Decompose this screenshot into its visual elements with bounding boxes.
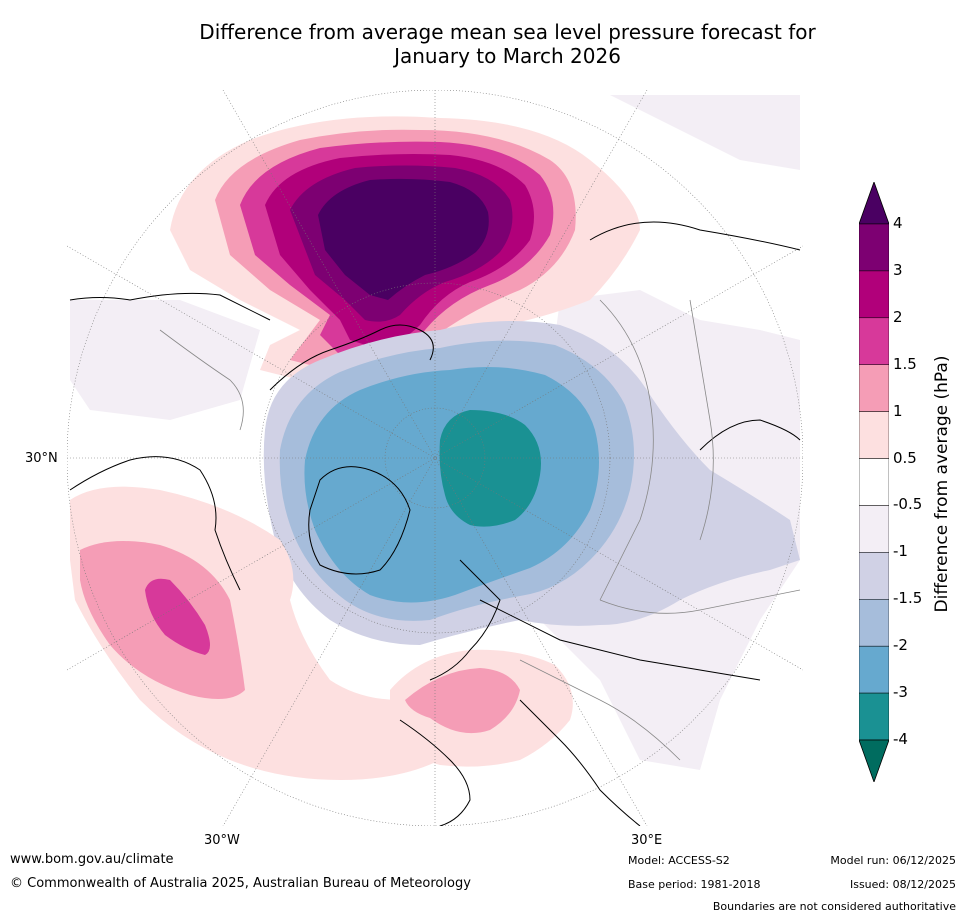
footer-base-period: Base period: 1981-2018 — [628, 878, 761, 891]
colorbar-extend-top — [859, 182, 889, 225]
coastlines — [69, 221, 801, 826]
anomaly-region-europe-high-1 — [405, 668, 520, 734]
colorbar-tick-label: 1.5 — [893, 354, 917, 373]
colorbar-segment — [859, 552, 889, 600]
footer-model: Model: ACCESS-S2 — [628, 854, 730, 867]
footer-disclaimer: Boundaries are not considered authoritat… — [712, 900, 956, 913]
colorbar-segment — [859, 411, 889, 459]
colorbar-tick-label: -1 — [893, 542, 908, 561]
colorbar-extend-bottom — [859, 739, 889, 782]
colorbar-tick-label: -2 — [893, 636, 908, 655]
anomaly-region-ne-pacific-weak — [610, 95, 800, 170]
footer-copyright: © Commonwealth of Australia 2025, Austra… — [10, 876, 471, 891]
colorbar-segment — [859, 692, 889, 741]
colorbar-segment — [859, 645, 889, 694]
colorbar-segment — [859, 270, 889, 319]
latitude-label-30n: 30°N — [25, 451, 58, 466]
colorbar-tick-label: -4 — [893, 730, 908, 748]
map-title: Difference from average mean sea level p… — [0, 20, 965, 68]
title-line-2: January to March 2026 — [394, 44, 621, 68]
colorbar — [859, 182, 889, 782]
colorbar-tick-label: 2 — [893, 307, 903, 326]
longitude-label-30w: 30°W — [204, 833, 240, 848]
colorbar-segment — [859, 458, 889, 506]
footer-issued: Issued: 08/12/2025 — [849, 878, 956, 891]
title-line-1: Difference from average mean sea level p… — [199, 20, 816, 44]
footer-model-run: Model run: 06/12/2025 — [830, 854, 956, 867]
colorbar-tick-label: 0.5 — [893, 448, 917, 467]
colorbar-tick-label: 1 — [893, 401, 903, 420]
colorbar-segment — [859, 505, 889, 553]
colorbar-segment — [859, 317, 889, 365]
colorbar-segment — [859, 364, 889, 412]
longitude-label-30e: 30°E — [631, 833, 663, 848]
footer-website[interactable]: www.bom.gov.au/climate — [10, 852, 174, 867]
pressure-anomaly-map — [67, 90, 803, 826]
colorbar-tick-label: -0.5 — [893, 495, 923, 514]
colorbar-tick-label: -1.5 — [893, 589, 923, 608]
anomaly-region-pacific-high-4 — [318, 178, 489, 300]
colorbar-tick-label: 3 — [893, 260, 903, 279]
colorbar-segment — [859, 599, 889, 647]
colorbar-tick-label: -3 — [893, 683, 908, 702]
graticule — [67, 90, 803, 826]
country-boundaries — [159, 299, 801, 761]
anomaly-region-subtropical-high-1.5 — [145, 578, 210, 655]
anomaly-region-arctic-low-3 — [439, 410, 541, 527]
colorbar-title: Difference from average (hPa) — [932, 355, 952, 613]
colorbar-segment — [859, 223, 889, 272]
colorbar-tick-label: 4 — [893, 214, 903, 232]
